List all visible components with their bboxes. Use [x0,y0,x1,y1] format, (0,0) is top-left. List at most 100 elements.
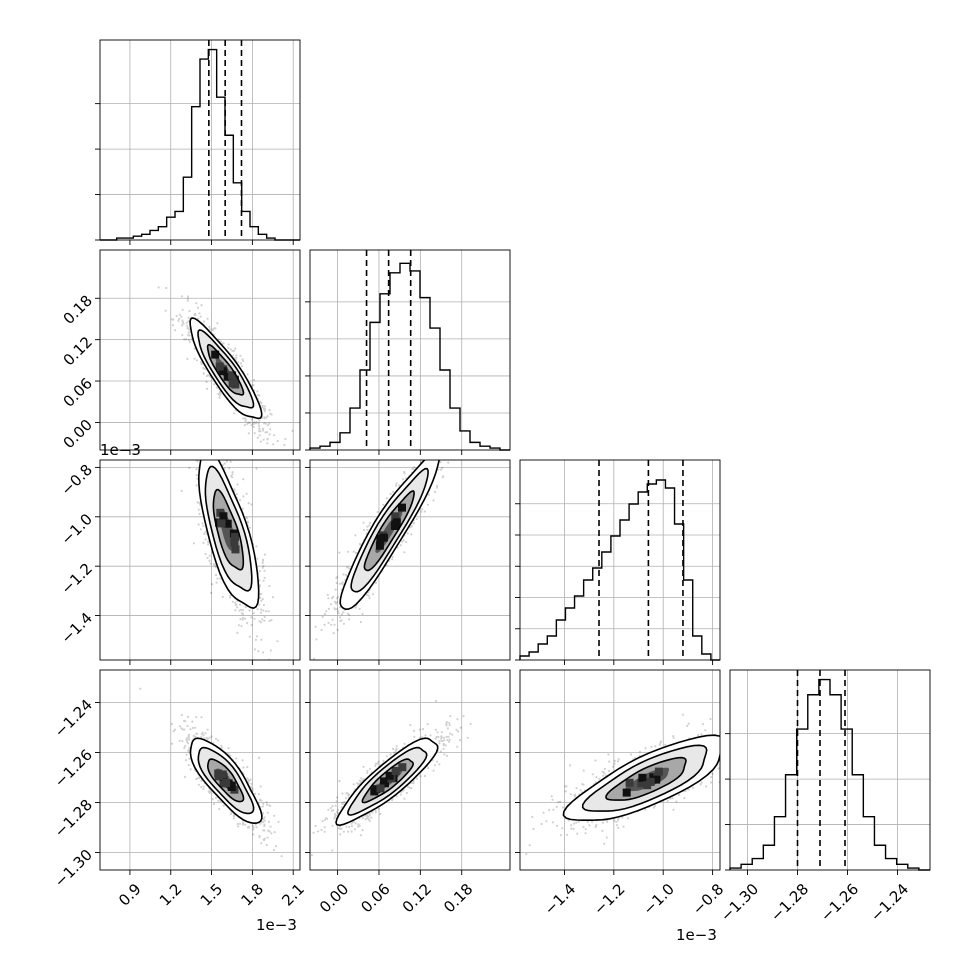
x-tick-label: −1.24 [867,880,912,925]
pair-plot-area [180,460,279,660]
y-tick-label: −0.8 [58,461,96,499]
density-pixel [646,777,655,786]
density-pixel [223,372,232,381]
contour-line-1 [204,465,253,592]
histogram-panel-3 [725,669,931,871]
histogram-step-line [100,48,300,241]
density-pixel [376,784,385,793]
pair-frame [309,669,511,871]
histogram-frame [729,669,931,871]
pair-panel-1-2 [309,459,511,661]
x-tick-label: −1.0 [639,880,677,918]
contour-line-0 [562,734,720,821]
y-tick-label: 0.00 [60,416,96,452]
density-pixel [638,773,647,782]
y-tick-label: −1.26 [51,746,96,791]
histogram-panel-1 [305,249,511,451]
y-tick-label: −1.2 [58,559,96,597]
contour-line-2 [212,488,245,571]
x-tick-label: −1.4 [541,880,579,918]
contour-line-0 [335,737,439,827]
histogram-step-line [519,479,720,661]
pair-panel-2-3 [519,669,721,871]
density-pixel [391,512,400,521]
x-tick-label: 1.5 [197,880,227,910]
x-tick-label: −1.26 [817,880,862,925]
histogram-panel-2 [515,459,721,661]
contour-line-0 [339,460,440,611]
x-offset-label: 1e−3 [256,916,297,934]
density-pixel [222,779,231,787]
density-pixel [652,775,661,784]
density-pixel [219,367,228,376]
contour-line-0 [189,737,263,825]
density-pixel [217,519,226,528]
density-pixel [215,362,224,371]
contour-line-1 [581,744,708,812]
density-pixel [228,371,237,380]
density-pixel [391,522,400,530]
contour-line-2 [361,758,415,804]
x-tick-label: 0.18 [440,880,476,916]
x-tick-label: −1.2 [590,880,628,918]
pair-frame [309,459,511,661]
pair-frame [519,669,721,871]
x-offset-label: 1e−3 [676,926,717,944]
x-tick-label: 1.2 [156,880,186,910]
density-pixel [622,788,631,797]
x-tick-label: 2.1 [278,880,308,910]
density-pixel [227,783,236,791]
pair-frame [99,459,301,661]
pair-panel-1-3 [309,669,511,871]
density-pixel [398,503,406,512]
pair-panel-0-2 [99,459,301,661]
contour-line-1 [197,329,255,409]
density-pixel [231,380,240,389]
x-tick-label: −1.30 [717,880,762,925]
histogram-panel-0 [95,39,301,241]
contour-line-2 [206,758,245,803]
density-pixel [223,519,232,528]
x-tick-label: −1.28 [767,880,812,925]
contour-line-1 [350,467,429,593]
pair-frame [99,249,301,451]
contour-line-0 [197,460,260,609]
density-pixel [398,763,407,772]
histogram-frame [99,39,301,241]
density-pixel [231,533,239,541]
x-tick-label: 0.06 [357,880,393,916]
histogram-frame [309,249,511,451]
density-pixel [391,767,400,775]
y-tick-label: 0.18 [60,292,96,328]
pair-plot-area [525,713,720,856]
contour-line-1 [346,746,428,816]
contour-line-0 [189,317,263,420]
density-pixel [380,777,388,786]
x-tick-label: 1.8 [238,880,268,910]
histogram-frame [519,459,721,661]
density-pixel [385,771,394,780]
y-tick-label: −1.30 [51,846,96,891]
density-pixel [375,541,384,550]
pair-plot-area [157,286,294,447]
contour-line-2 [605,756,687,801]
pair-plot-area [139,687,283,858]
density-pixel [230,538,239,547]
y-tick-label: −1.24 [51,696,96,741]
contour-line-1 [197,746,255,815]
y-tick-label: −1.4 [58,609,96,647]
contour-line-2 [363,490,415,572]
x-tick-label: 0.9 [115,880,145,910]
histogram-step-line [729,678,930,871]
density-pixel [637,779,646,788]
pair-plot-area [310,699,472,857]
pair-panel-0-3 [99,669,301,871]
x-tick-label: 0.00 [316,880,352,916]
density-pixel [218,770,227,779]
density-pixel [625,778,634,787]
y-tick-label: 0.12 [60,333,96,369]
density-pixel [219,512,228,521]
pair-panel-0-1 [99,249,301,451]
density-pixel [654,767,663,776]
